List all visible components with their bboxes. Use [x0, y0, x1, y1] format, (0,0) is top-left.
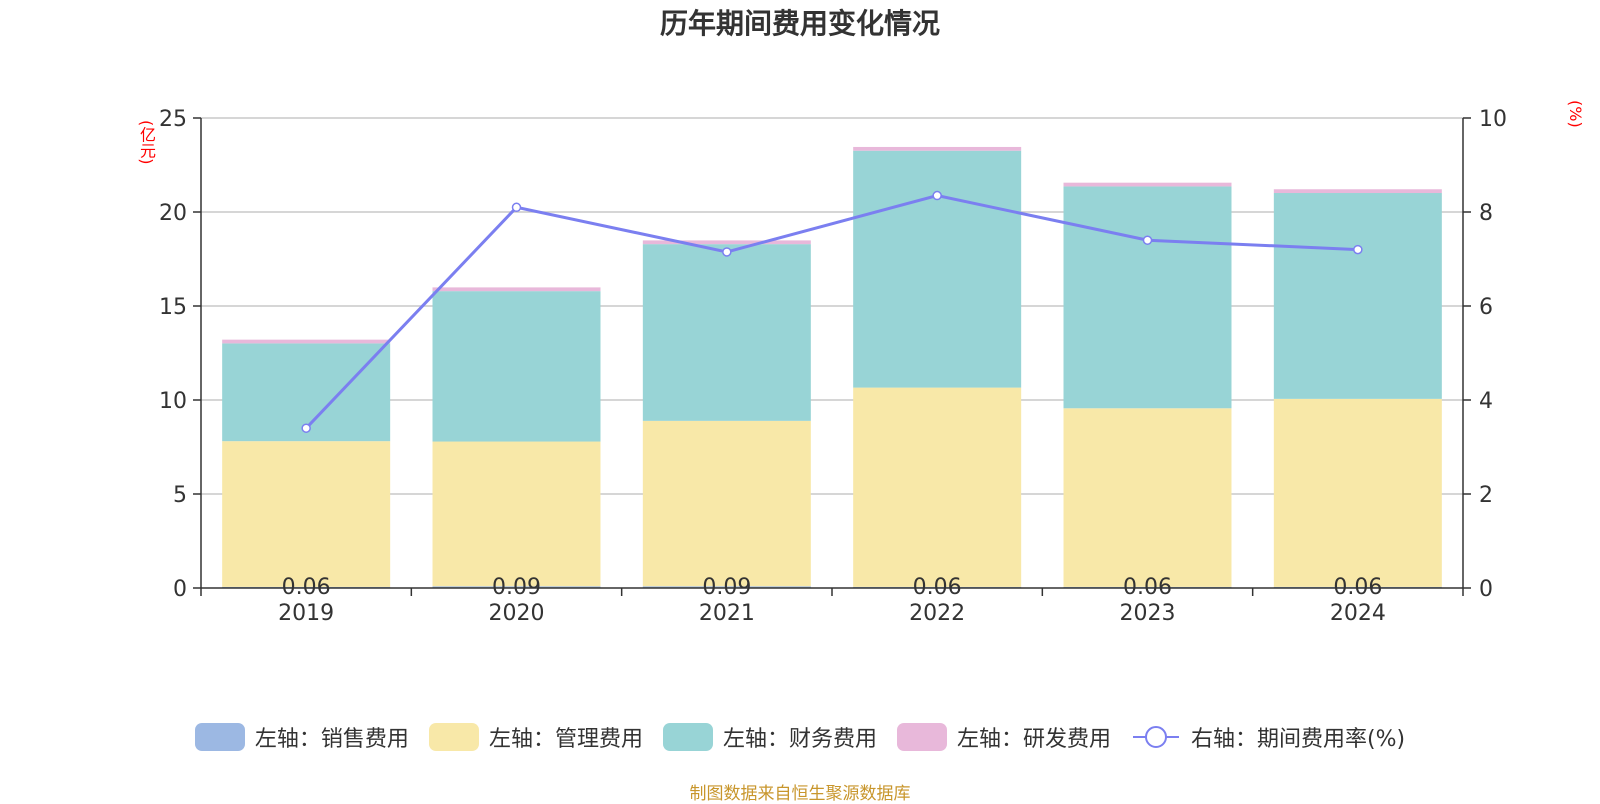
bar-admin	[1273, 398, 1442, 587]
legend-label-rd: 左轴：研发费用	[956, 727, 1111, 752]
x-axis-tick-label: 2022	[909, 601, 965, 626]
x-axis-tick-label: 2019	[278, 601, 334, 626]
x-axis-tick-label: 2023	[1120, 601, 1176, 626]
bar-rd	[1063, 182, 1232, 187]
legend-item-admin[interactable]: 左轴：管理费用	[428, 721, 643, 753]
expense-rate-point	[301, 423, 311, 433]
bar-finance	[1063, 186, 1232, 409]
bar-sales	[642, 586, 811, 588]
expense-rate-point	[511, 202, 522, 213]
right-axis-unit: (%)	[1566, 100, 1585, 128]
bar-sales	[432, 586, 601, 588]
right-axis-tick-label: 2	[1479, 483, 1493, 508]
left-axis-tick-label: 0	[173, 577, 187, 602]
x-axis-tick-label: 2020	[489, 601, 545, 626]
bar-rd	[432, 287, 601, 292]
legend-item-sales[interactable]: 左轴：销售费用	[194, 721, 409, 753]
bar-admin	[1063, 408, 1232, 587]
right-axis-tick-label: 10	[1479, 107, 1507, 132]
bar-finance	[853, 150, 1022, 388]
legend: 左轴：销售费用 左轴：管理费用 左轴：财务费用 左轴：研发费用 右轴：期间费用率…	[0, 720, 1600, 754]
left-axis-tick-label: 20	[159, 201, 187, 226]
legend-item-rd[interactable]: 左轴：研发费用	[896, 721, 1111, 753]
right-axis-tick-label: 4	[1479, 389, 1493, 414]
expense-rate-point	[722, 247, 732, 257]
chart-plot: 051015202502468100.0620190.0920200.09202…	[159, 107, 1507, 626]
left-axis-tick-label: 5	[173, 483, 187, 508]
bar-finance	[1273, 193, 1442, 399]
expense-rate-point	[1353, 244, 1363, 255]
right-axis-tick-label: 8	[1479, 201, 1493, 226]
legend-item-expense-rate[interactable]: 右轴：期间费用率(%)	[1131, 721, 1405, 753]
right-axis-tick-label: 0	[1479, 577, 1493, 602]
x-axis-tick-label: 2021	[699, 601, 755, 626]
legend-label-admin: 左轴：管理费用	[488, 727, 643, 752]
left-axis-unit: (亿元)	[137, 120, 156, 165]
legend-label-sales: 左轴：销售费用	[254, 727, 409, 752]
left-axis-tick-label: 25	[159, 107, 187, 132]
left-axis-tick-label: 15	[159, 295, 187, 320]
bar-admin	[432, 441, 601, 587]
legend-swatch-admin	[428, 723, 479, 751]
bar-rd	[853, 146, 1022, 151]
bar-admin	[642, 420, 811, 587]
legend-swatch-expense-rate	[1132, 726, 1179, 748]
expense-rate-point	[1142, 235, 1153, 245]
legend-label-finance: 左轴：财务费用	[722, 727, 877, 752]
expense-rate-point	[932, 190, 942, 201]
legend-swatch-finance	[662, 723, 713, 751]
chart-title: 历年期间费用变化情况	[659, 7, 940, 40]
left-axis-tick-label: 10	[159, 389, 187, 414]
expense-rate-line	[305, 194, 1358, 430]
bar-finance	[642, 244, 811, 421]
legend-swatch-rd	[896, 723, 947, 751]
bar-admin	[222, 441, 391, 587]
legend-label-expense-rate: 右轴：期间费用率(%)	[1190, 727, 1406, 752]
bar-rd	[642, 240, 811, 245]
bar-admin	[853, 387, 1022, 587]
source-note: 制图数据来自恒生聚源数据库	[689, 784, 911, 804]
right-axis-tick-label: 6	[1479, 295, 1493, 320]
bar-rd	[1273, 189, 1442, 194]
bar-finance	[432, 291, 601, 442]
legend-swatch-sales	[194, 723, 245, 751]
legend-item-finance[interactable]: 左轴：财务费用	[662, 721, 877, 753]
x-axis-tick-label: 2024	[1330, 601, 1386, 626]
bar-rd	[222, 339, 391, 344]
